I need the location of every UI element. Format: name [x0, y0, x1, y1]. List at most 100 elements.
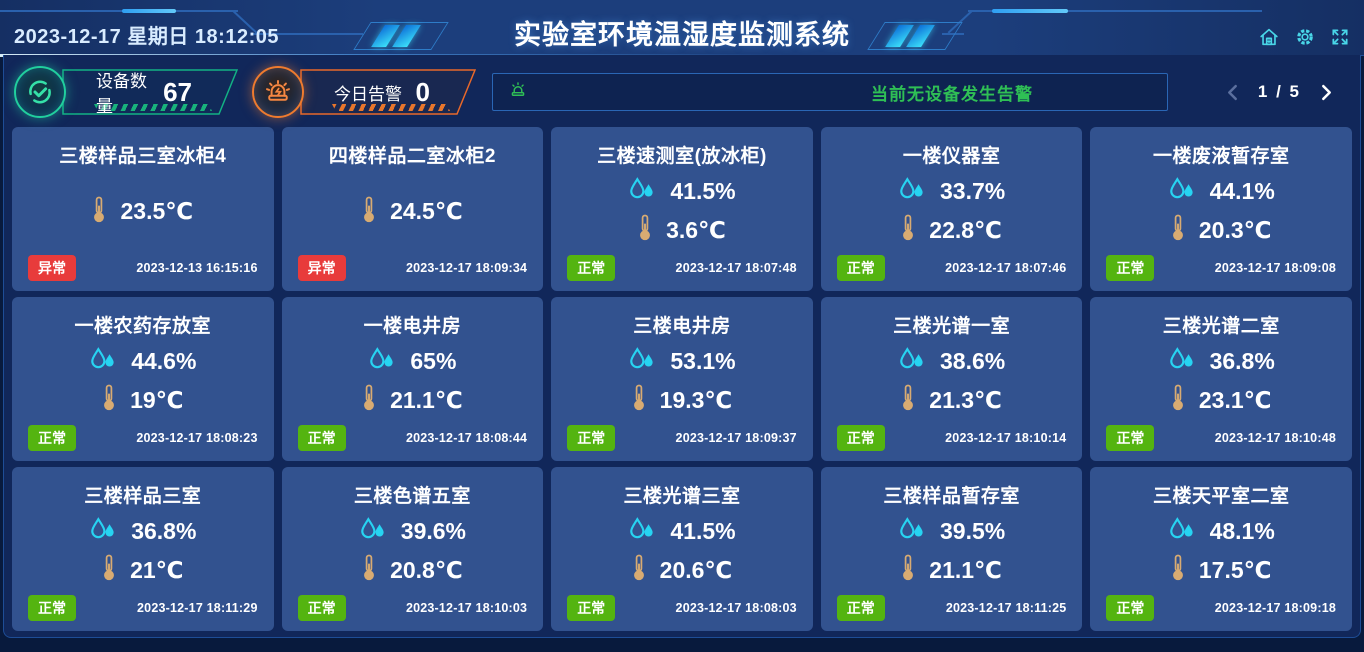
prev-page-button[interactable]: [1227, 84, 1238, 101]
status-badge: 正常: [836, 595, 885, 621]
temperature-reading: 23.5℃: [92, 196, 193, 228]
temperature-value: 23.5℃: [120, 198, 194, 224]
humidity-reading: 39.6%: [359, 517, 466, 545]
sensor-card[interactable]: 三楼样品三室 36.8%: [12, 467, 274, 631]
last-update-timestamp: 2023-12-17 18:07:46: [945, 261, 1067, 275]
temperature-value: 19℃: [130, 386, 184, 413]
last-update-timestamp: 2023-12-17 18:10:03: [405, 601, 528, 615]
sensor-card[interactable]: 一楼仪器室 33.7% 2: [820, 127, 1083, 291]
humidity-reading: 44.1%: [1168, 177, 1275, 205]
alarm-count-value: 0: [415, 76, 430, 107]
card-footer: 正常 2023-12-17 18:07:48: [563, 255, 801, 285]
water-drops-icon: [898, 347, 926, 375]
water-drops-icon: [628, 517, 656, 545]
temperature-reading: 20.8℃: [362, 554, 463, 586]
card-readings: 36.8% 21℃: [24, 508, 262, 595]
sensor-card[interactable]: 四楼样品二室冰柜2 24.5℃ 异常 2023-12-17 18:09:34: [281, 127, 544, 291]
temperature-reading: 19.3℃: [632, 384, 732, 416]
temperature-reading: 21.3℃: [901, 384, 1002, 416]
home-icon[interactable]: [1258, 26, 1280, 48]
room-name: 三楼光谱一室: [893, 316, 1011, 337]
last-update-timestamp: 2023-12-17 18:10:48: [1214, 431, 1336, 445]
status-badge: 正常: [567, 425, 616, 451]
sensor-card[interactable]: 一楼农药存放室 44.6%: [12, 297, 274, 461]
card-footer: 正常 2023-12-17 18:10:48: [1102, 425, 1340, 455]
card-footer: 正常 2023-12-17 18:08:03: [563, 595, 801, 625]
card-footer: 正常 2023-12-17 18:07:46: [833, 255, 1071, 285]
humidity-reading: 65%: [368, 347, 456, 375]
alert-banner: 当前无设备发生告警: [492, 73, 1168, 111]
thermometer-icon: [102, 384, 116, 416]
card-footer: 正常 2023-12-17 18:11:25: [833, 595, 1071, 625]
fullscreen-icon[interactable]: [1330, 27, 1350, 47]
sensor-card[interactable]: 三楼速测室(放冰柜) 41.5%: [551, 127, 813, 291]
sensor-card[interactable]: 三楼色谱五室 39.6%: [281, 467, 544, 631]
room-name: 三楼速测室(放冰柜): [597, 146, 767, 167]
card-readings: 44.6% 19℃: [24, 338, 262, 425]
datetime-display: 2023-12-17 星期日 18:12:05: [14, 26, 279, 48]
card-footer: 正常 2023-12-17 18:11:29: [24, 595, 262, 625]
header-toolbar: [1258, 26, 1350, 48]
last-update-timestamp: 2023-12-17 18:09:34: [405, 261, 528, 275]
card-readings: 38.6% 21.3℃: [833, 338, 1071, 425]
sensor-card[interactable]: 一楼电井房 65% 21.: [281, 297, 544, 461]
humidity-value: 44.1%: [1209, 177, 1275, 204]
gear-icon[interactable]: [1294, 26, 1316, 48]
card-readings: 23.5℃: [24, 168, 262, 255]
humidity-value: 39.5%: [939, 517, 1006, 544]
temperature-value: 17.5℃: [1198, 556, 1272, 583]
last-update-timestamp: 2023-12-17 18:09:08: [1214, 261, 1336, 275]
card-readings: 36.8% 23.1℃: [1102, 338, 1340, 425]
page-indicator: 1 / 5: [1257, 82, 1301, 101]
water-drops-icon: [89, 517, 117, 545]
temperature-reading: 20.3℃: [1171, 214, 1272, 246]
thermometer-icon: [632, 554, 646, 586]
thermometer-icon: [1171, 214, 1185, 246]
card-readings: 48.1% 17.5℃: [1102, 508, 1340, 595]
temperature-reading: 22.8℃: [901, 214, 1002, 246]
water-drops-icon: [1168, 177, 1196, 205]
page-title: 实验室环境温湿度监测系统: [514, 20, 850, 50]
card-footer: 正常 2023-12-17 18:08:23: [24, 425, 262, 455]
temperature-reading: 21.1℃: [362, 384, 463, 416]
card-readings: 41.5% 20.6℃: [563, 508, 801, 595]
last-update-timestamp: 2023-12-17 18:09:37: [675, 431, 797, 445]
device-count-value: 67: [163, 76, 192, 107]
card-readings: 39.6% 20.8℃: [294, 508, 532, 595]
water-drops-icon: [1168, 517, 1196, 545]
card-readings: 53.1% 19.3℃: [563, 338, 801, 425]
water-drops-icon: [628, 177, 656, 205]
header-deco-highlight: [992, 9, 1068, 13]
sensor-card-grid: 三楼样品三室冰柜4 23.5℃ 异常 2023-12-13 16:15:16 四…: [12, 127, 1352, 631]
room-name: 三楼光谱二室: [1162, 316, 1280, 337]
room-name: 三楼光谱三室: [623, 486, 741, 507]
thermometer-icon: [1171, 554, 1185, 586]
sensor-card[interactable]: 三楼样品暂存室 39.5%: [820, 467, 1083, 631]
sensor-card[interactable]: 三楼天平室二室 48.1%: [1090, 467, 1352, 631]
next-page-button[interactable]: [1321, 84, 1332, 101]
sensor-card[interactable]: 一楼废液暂存室 44.1%: [1090, 127, 1352, 291]
card-readings: 65% 21.1℃: [294, 338, 532, 425]
last-update-timestamp: 2023-12-13 16:15:16: [136, 261, 258, 275]
header-deco-line: [253, 33, 363, 35]
status-badge: 异常: [297, 255, 346, 281]
temperature-reading: 23.1℃: [1171, 384, 1272, 416]
room-name: 三楼电井房: [633, 316, 731, 337]
card-readings: 39.5% 21.1℃: [833, 508, 1071, 595]
humidity-reading: 48.1%: [1168, 517, 1275, 545]
sensor-card[interactable]: 三楼光谱一室 38.6%: [820, 297, 1083, 461]
stat-hatch-decoration: [332, 104, 450, 111]
temperature-reading: 21℃: [102, 554, 184, 586]
thermometer-icon: [362, 554, 376, 586]
card-footer: 正常 2023-12-17 18:09:37: [563, 425, 801, 455]
sensor-card[interactable]: 三楼电井房 53.1% 1: [551, 297, 813, 461]
pagination: 1 / 5: [1178, 82, 1348, 102]
sensor-card[interactable]: 三楼光谱二室 36.8%: [1090, 297, 1352, 461]
humidity-reading: 44.6%: [89, 347, 196, 375]
sensor-card[interactable]: 三楼样品三室冰柜4 23.5℃ 异常 2023-12-13 16:15:16: [12, 127, 274, 291]
thermometer-icon: [362, 384, 376, 416]
room-name: 三楼样品三室: [84, 486, 202, 507]
sensor-card[interactable]: 三楼光谱三室 41.5%: [551, 467, 813, 631]
status-badge: 正常: [567, 595, 616, 621]
